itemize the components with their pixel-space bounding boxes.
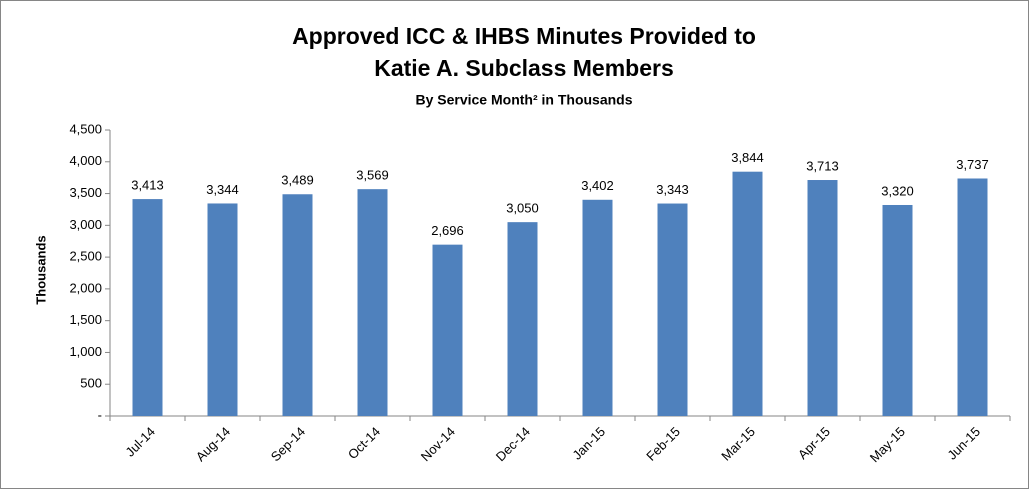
- value-label: 3,343: [656, 182, 689, 197]
- y-tick-label: 1,000: [69, 344, 102, 359]
- bar: [732, 171, 763, 416]
- value-label: 3,413: [131, 178, 164, 193]
- bar: [582, 199, 613, 416]
- bar: [957, 178, 988, 416]
- value-label: 3,713: [806, 158, 839, 173]
- bar: [657, 203, 688, 416]
- bar: [132, 199, 163, 416]
- y-tick-label: 500: [80, 376, 102, 391]
- value-label: 3,344: [206, 182, 239, 197]
- chart-title: Katie A. Subclass Members: [374, 55, 674, 81]
- y-tick-label: 3,000: [69, 217, 102, 232]
- y-tick-label: -: [98, 407, 102, 422]
- chart-title: Approved ICC & IHBS Minutes Provided to: [292, 23, 756, 49]
- bar: [282, 194, 313, 416]
- bar: [807, 180, 838, 416]
- value-label: 3,737: [956, 157, 989, 172]
- value-label: 3,050: [506, 201, 539, 216]
- value-label: 3,320: [881, 183, 914, 198]
- bar: [207, 203, 238, 416]
- y-tick-label: 4,000: [69, 153, 102, 168]
- y-tick-label: 2,000: [69, 280, 102, 295]
- value-label: 2,696: [431, 223, 464, 238]
- bar: [432, 244, 463, 416]
- bar: [507, 222, 538, 416]
- y-axis-title: Thousands: [33, 235, 48, 304]
- y-tick-label: 2,500: [69, 249, 102, 264]
- bar: [882, 204, 913, 416]
- y-tick-label: 3,500: [69, 185, 102, 200]
- value-label: 3,489: [281, 173, 314, 188]
- chart-subtitle: By Service Month² in Thousands: [415, 92, 632, 108]
- value-label: 3,402: [581, 178, 614, 193]
- value-label: 3,569: [356, 168, 389, 183]
- y-tick-label: 4,500: [69, 121, 102, 136]
- bar: [357, 189, 388, 416]
- y-tick-label: 1,500: [69, 312, 102, 327]
- value-label: 3,844: [731, 150, 764, 165]
